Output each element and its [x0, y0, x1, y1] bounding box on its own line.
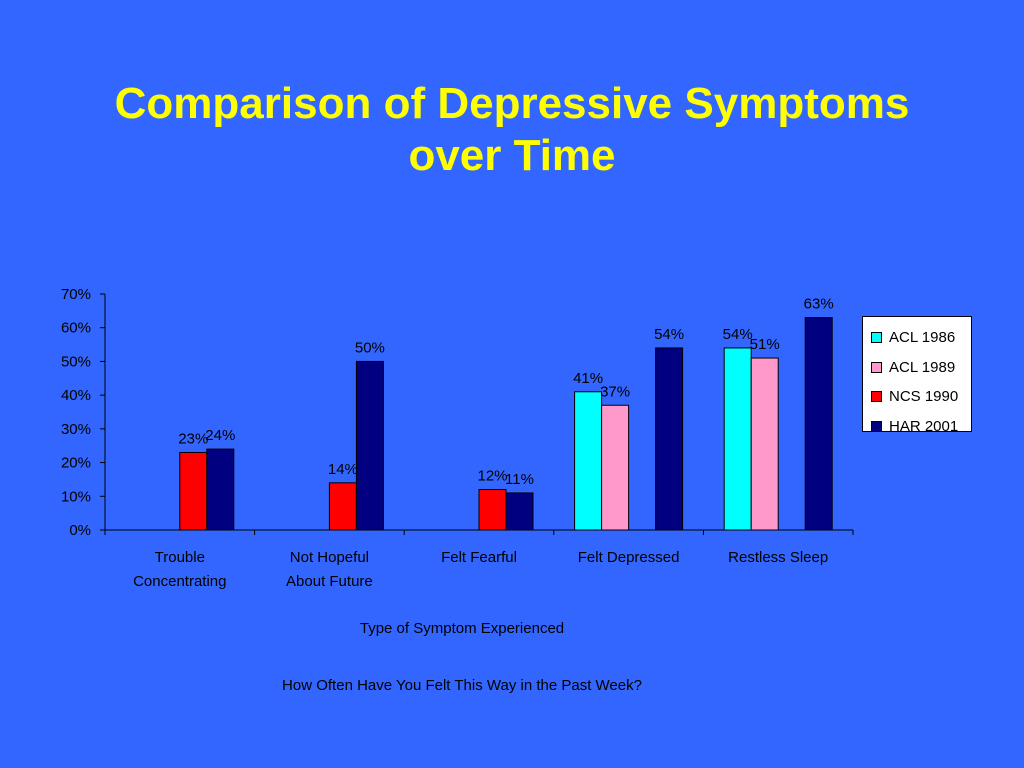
bar — [655, 347, 684, 531]
bar — [328, 482, 357, 531]
x-tick-label: Felt Depressed — [578, 549, 680, 566]
y-tick-label: 70% — [61, 286, 91, 303]
legend-swatch — [871, 361, 882, 373]
data-label: 24% — [205, 427, 235, 444]
legend-item: NCS 1990 — [871, 382, 971, 412]
y-tick-label: 20% — [61, 455, 91, 472]
x-tick-label: Trouble Concentrating — [133, 549, 226, 590]
legend-item: HAR 2001 — [871, 412, 971, 442]
legend-item: ACL 1986 — [871, 323, 971, 353]
slide-title: Comparison of Depressive Symptoms over T… — [0, 78, 1024, 182]
x-tick-label: Not Hopeful About Future — [286, 549, 373, 590]
bar — [206, 448, 235, 531]
data-label: 50% — [355, 339, 385, 356]
bar — [601, 404, 630, 531]
x-tick-label: Felt Fearful — [441, 549, 517, 566]
y-tick-label: 10% — [61, 488, 91, 505]
data-label: 51% — [750, 336, 780, 353]
data-label: 23% — [178, 430, 208, 447]
x-axis-title: Type of Symptom Experienced — [359, 620, 565, 637]
legend-swatch — [871, 420, 882, 432]
legend-swatch — [871, 332, 882, 344]
bar — [723, 347, 752, 531]
legend-label: NCS 1990 — [889, 388, 959, 406]
legend-label: ACL 1989 — [889, 358, 956, 376]
bar — [478, 489, 507, 531]
data-label: 14% — [328, 461, 358, 478]
chart-legend: ACL 1986 ACL 1989 NCS 1990 HAR 2001 — [862, 316, 972, 435]
data-label: 41% — [573, 370, 603, 387]
legend-label: ACL 1986 — [889, 329, 956, 347]
bar — [804, 317, 833, 531]
data-label: 54% — [654, 326, 684, 343]
bar — [574, 391, 603, 531]
bar — [355, 360, 384, 531]
y-tick-label: 30% — [61, 421, 91, 438]
data-label: 54% — [723, 326, 753, 343]
title-line-1: Comparison of Depressive Symptoms — [114, 79, 910, 128]
y-tick-label: 50% — [61, 353, 91, 370]
legend-label: HAR 2001 — [889, 417, 959, 435]
data-label: 63% — [804, 296, 834, 313]
y-tick-label: 40% — [61, 387, 91, 404]
bar — [750, 357, 779, 531]
bar — [179, 451, 208, 531]
title-line-2: over Time — [408, 131, 616, 180]
chart-footnote: How Often Have You Felt This Way in the … — [282, 677, 642, 694]
data-label: 12% — [477, 468, 507, 485]
legend-swatch — [871, 391, 882, 403]
data-label: 11% — [505, 471, 534, 488]
bar — [505, 492, 534, 531]
y-tick-label: 60% — [61, 320, 91, 337]
x-tick-label: Restless Sleep — [728, 549, 828, 566]
y-tick-label: 0% — [69, 522, 91, 539]
data-label: 37% — [600, 383, 630, 400]
legend-item: ACL 1989 — [871, 353, 971, 383]
